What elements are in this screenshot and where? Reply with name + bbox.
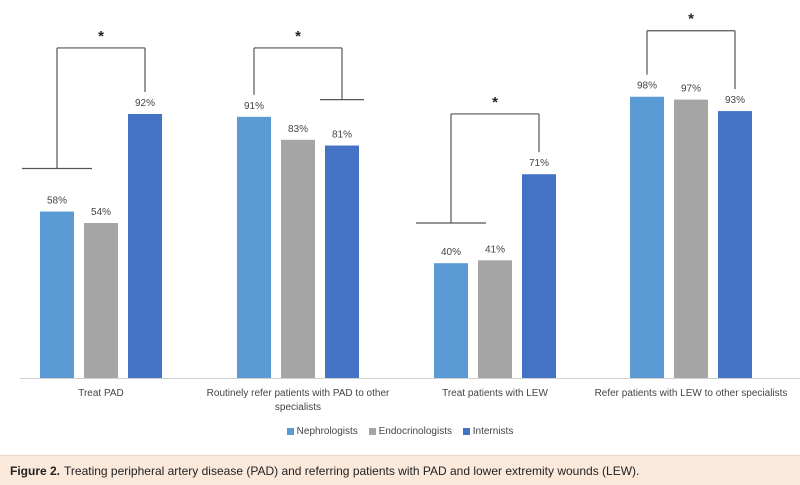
- bar-endocrinologists-3: [674, 99, 708, 379]
- significance-star-1: *: [295, 28, 301, 45]
- legend-item-endocrinologists: Endocrinologists: [368, 426, 452, 437]
- bar-endocrinologists-1: [281, 139, 315, 378]
- legend-item-internists: Internists: [462, 426, 514, 437]
- data-label-endocrinologists-1: 83%: [288, 124, 308, 135]
- legend-swatch-internists: [462, 427, 470, 435]
- legend: Nephrologists Endocrinologists Internist…: [0, 426, 800, 437]
- data-label-endocrinologists-0: 54%: [91, 207, 111, 218]
- caption-text: Treating peripheral artery disease (PAD)…: [64, 464, 640, 478]
- significance-star-0: *: [98, 28, 104, 45]
- bar-nephrologists-1: [237, 116, 271, 378]
- data-label-nephrologists-2: 40%: [441, 247, 461, 258]
- legend-swatch-nephrologists: [286, 427, 294, 435]
- data-label-nephrologists-1: 91%: [244, 101, 264, 112]
- legend-label-internists: Internists: [472, 426, 514, 437]
- data-label-endocrinologists-2: 41%: [485, 244, 505, 255]
- bar-nephrologists-0: [40, 211, 74, 378]
- bar-nephrologists-3: [630, 96, 664, 379]
- legend-label-nephrologists: Nephrologists: [296, 426, 358, 437]
- legend-label-endocrinologists: Endocrinologists: [378, 426, 452, 437]
- figure-caption: Figure 2. Treating peripheral artery dise…: [0, 455, 800, 485]
- category-label-2-0: Treat patients with LEW: [442, 388, 548, 399]
- caption-label: Figure 2.: [10, 464, 61, 478]
- significance-star-3: *: [688, 11, 694, 28]
- bar-internists-0: [128, 113, 162, 379]
- category-label-0-0: Treat PAD: [78, 388, 124, 399]
- bar-internists-3: [718, 111, 752, 378]
- category-label-1-1: specialists: [275, 402, 321, 413]
- data-label-internists-1: 81%: [332, 130, 352, 141]
- data-label-nephrologists-0: 58%: [47, 196, 67, 207]
- data-label-internists-2: 71%: [529, 158, 549, 169]
- data-label-endocrinologists-3: 97%: [681, 84, 701, 95]
- bar-internists-1: [325, 145, 359, 378]
- bar-endocrinologists-0: [84, 223, 118, 378]
- legend-item-nephrologists: Nephrologists: [286, 426, 358, 437]
- data-label-internists-3: 93%: [725, 95, 745, 106]
- data-label-nephrologists-3: 98%: [637, 81, 657, 92]
- bar-nephrologists-2: [434, 263, 468, 378]
- legend-swatch-endocrinologists: [368, 427, 376, 435]
- data-label-internists-0: 92%: [135, 98, 155, 109]
- category-label-1-0: Routinely refer patients with PAD to oth…: [207, 388, 390, 399]
- bar-chart: 58% 54% 92% Treat PAD 91% 83% 81% Routinely ref…: [20, 11, 800, 413]
- bar-endocrinologists-2: [478, 260, 512, 378]
- category-label-3-0: Refer patients with LEW to other special…: [595, 388, 788, 399]
- significance-star-2: *: [492, 94, 498, 111]
- bar-internists-2: [522, 174, 556, 378]
